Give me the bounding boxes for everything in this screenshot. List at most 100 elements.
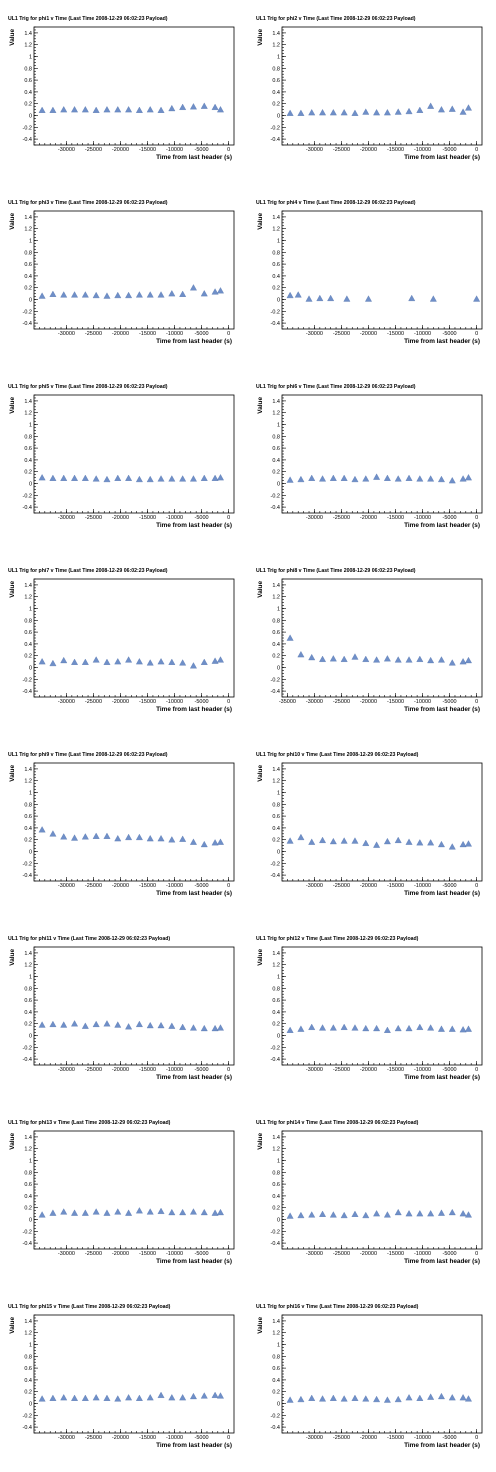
data-point [190, 662, 197, 669]
x-tick-label: -20000 [360, 147, 377, 153]
y-tick-label: 1 [29, 791, 32, 797]
data-point [146, 835, 154, 842]
data-point [60, 656, 68, 664]
data-point [211, 839, 219, 846]
data-point [217, 656, 224, 663]
data-point [200, 1208, 208, 1216]
y-tick-label: 1 [277, 423, 280, 429]
data-point [340, 1023, 348, 1030]
x-tick-label: -20000 [360, 1251, 377, 1257]
x-axis-label: Time from last header (s) [156, 890, 232, 897]
x-tick-label: -10000 [414, 1435, 431, 1441]
x-axis-label: Time from last header (s) [156, 154, 232, 161]
data-point [179, 1023, 187, 1030]
y-tick-label: 0.8 [272, 66, 280, 72]
x-tick-label: 0 [227, 331, 230, 337]
x-tick-label: -10000 [166, 1435, 183, 1441]
data-point [211, 103, 219, 110]
data-point [71, 291, 78, 298]
data-point [103, 1020, 111, 1027]
data-point [179, 1208, 187, 1216]
data-point [448, 105, 456, 112]
chart-panel: UL1 Trig for phi8 v Time (Last Time 2008… [248, 552, 496, 736]
data-point [71, 1209, 78, 1216]
y-tick-label: 1 [277, 1343, 280, 1349]
chart-title: UL1 Trig for phi12 v Time (Last Time 200… [256, 936, 419, 942]
x-tick-label: 0 [475, 883, 478, 889]
y-tick-label: -0.4 [23, 873, 32, 879]
x-tick-label: -20000 [360, 515, 377, 521]
data-point [416, 655, 424, 662]
plot-frame [33, 1130, 235, 1250]
data-point [217, 838, 224, 845]
y-axis-label: Value [257, 29, 264, 46]
x-tick-label: -10000 [414, 883, 431, 889]
x-tick-label: 0 [227, 147, 230, 153]
data-point [38, 1021, 46, 1028]
chart-svg: UL1 Trig for phi14 v Time (Last Time 200… [256, 1120, 483, 1265]
y-tick-label: 0.2 [24, 1022, 32, 1028]
data-point [297, 833, 305, 841]
y-tick-label: 0.6 [272, 814, 280, 820]
data-point [308, 838, 316, 845]
data-point [38, 106, 46, 113]
y-tick-label: 0.8 [272, 1354, 280, 1360]
data-point [383, 474, 391, 481]
data-point [394, 475, 402, 482]
y-tick-label: 0.2 [24, 102, 32, 108]
chart-svg: UL1 Trig for phi4 v Time (Last Time 2008… [256, 200, 483, 345]
y-tick-label: 0 [29, 1034, 32, 1040]
y-tick-label: 0.6 [272, 446, 280, 452]
chart-panel: UL1 Trig for phi9 v Time (Last Time 2008… [0, 736, 248, 920]
x-tick-label: -15000 [139, 699, 156, 705]
data-point [308, 474, 316, 481]
x-tick-label: -30000 [306, 1067, 323, 1073]
y-axis-label: Value [257, 213, 264, 230]
y-tick-label: -0.4 [23, 321, 32, 327]
y-tick-label: 0 [277, 1034, 280, 1040]
y-tick-label: -0.4 [23, 137, 32, 143]
x-tick-label: -30000 [306, 883, 323, 889]
y-tick-label: 1 [277, 791, 280, 797]
x-tick-label: -30000 [58, 515, 75, 521]
y-tick-label: -0.2 [271, 309, 280, 315]
data-point [168, 1022, 176, 1029]
x-tick-label: -5000 [195, 699, 209, 705]
data-point [217, 1208, 224, 1216]
y-axis-label: Value [9, 397, 16, 414]
y-tick-label: 0.4 [24, 826, 32, 832]
x-tick-label: -20000 [360, 699, 377, 705]
data-point [459, 658, 467, 665]
x-tick-label: -15000 [139, 515, 156, 521]
data-point [362, 475, 370, 482]
data-point [448, 659, 456, 666]
data-point [438, 1392, 445, 1400]
y-tick-label: 1.4 [24, 1319, 32, 1325]
data-point [308, 109, 316, 116]
y-tick-label: 1.4 [24, 1135, 32, 1141]
data-point [71, 658, 78, 665]
data-point [297, 109, 305, 116]
y-tick-label: 0.4 [272, 1378, 280, 1384]
data-point [448, 843, 456, 850]
x-axis-label: Time from last header (s) [404, 522, 480, 529]
chart-title: UL1 Trig for phi8 v Time (Last Time 2008… [256, 568, 416, 574]
x-tick-label: -30000 [58, 1435, 75, 1441]
y-tick-label: -0.2 [23, 677, 32, 683]
plot-frame [281, 394, 483, 514]
data-point [340, 109, 348, 116]
y-tick-label: 1.4 [272, 767, 280, 773]
y-tick-label: 1.2 [24, 595, 32, 601]
chart-panel: UL1 Trig for phi3 v Time (Last Time 2008… [0, 184, 248, 368]
y-tick-label: 0.8 [24, 802, 32, 808]
y-tick-label: 0.6 [272, 262, 280, 268]
y-tick-label: 0.4 [272, 274, 280, 280]
chart-title: UL1 Trig for phi11 v Time (Last Time 200… [8, 936, 170, 942]
y-tick-label: 1.4 [24, 583, 32, 589]
data-point [103, 658, 111, 665]
data-point [135, 833, 143, 841]
x-axis-label: Time from last header (s) [404, 338, 480, 345]
data-point [114, 106, 122, 113]
y-tick-label: 0.2 [272, 838, 280, 844]
chart-panel: UL1 Trig for phi11 v Time (Last Time 200… [0, 920, 248, 1104]
